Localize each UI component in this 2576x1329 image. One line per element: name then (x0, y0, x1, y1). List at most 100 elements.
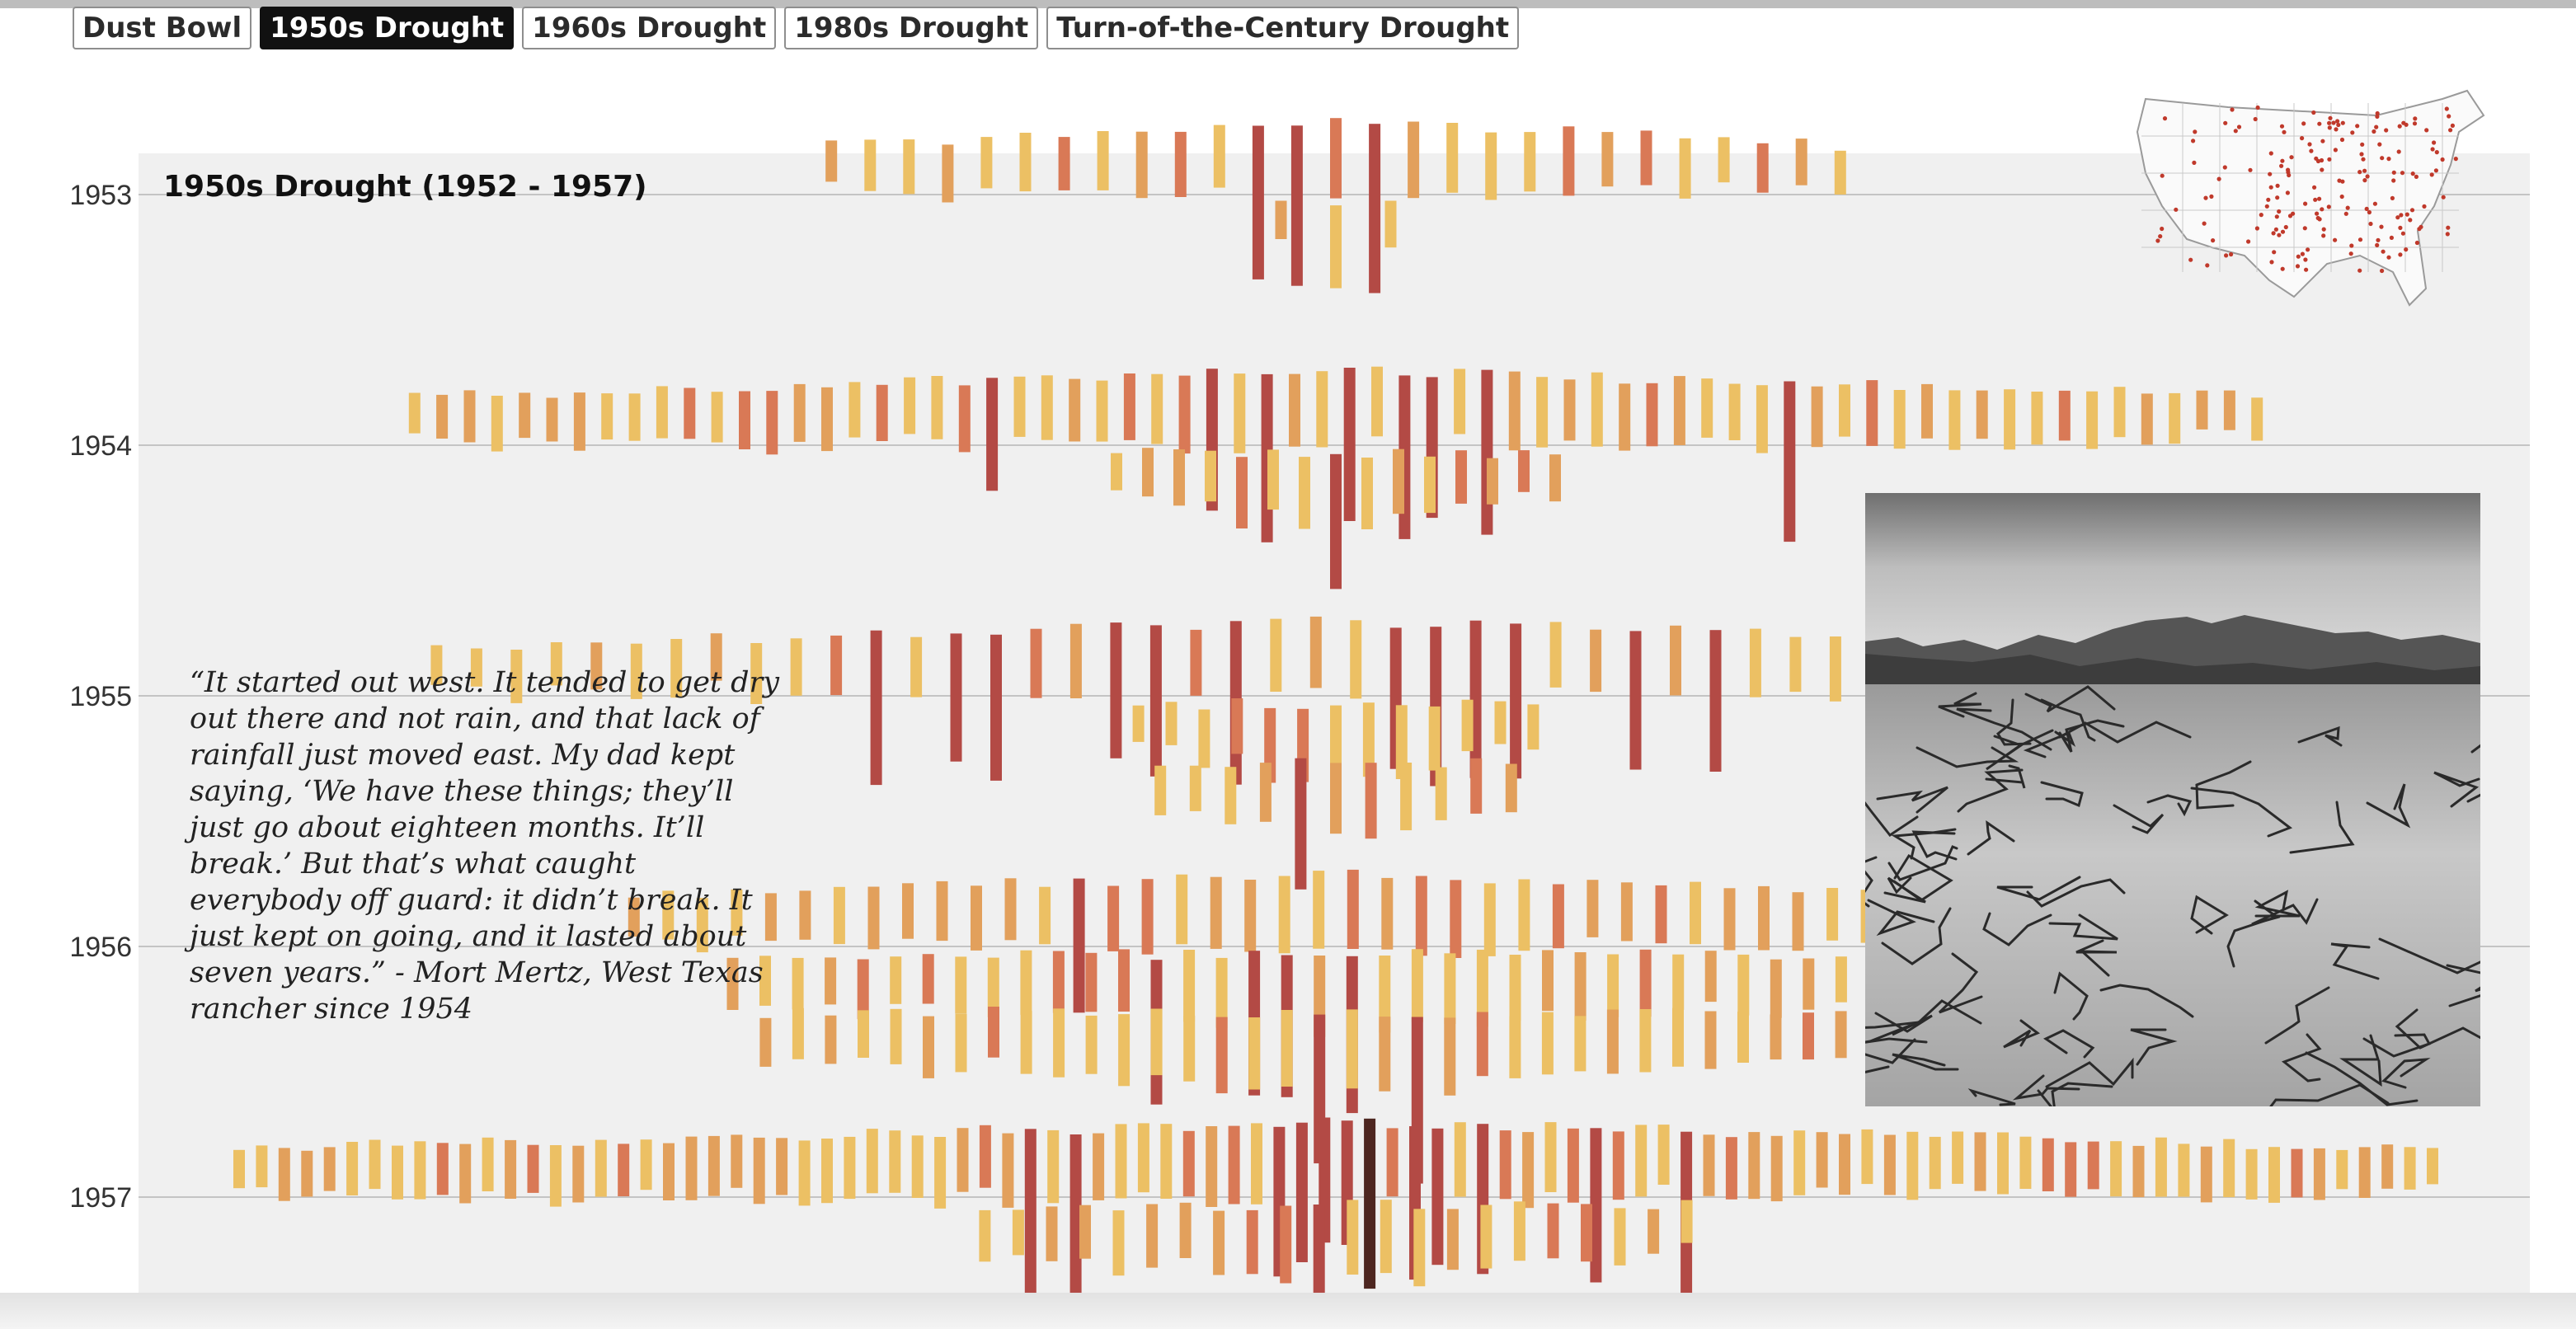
drought-bar[interactable] (867, 886, 880, 950)
drought-bar[interactable] (1295, 1122, 1308, 1262)
drought-bar[interactable] (904, 377, 916, 434)
drought-bar[interactable] (1929, 1136, 1941, 1190)
drought-bar[interactable] (1906, 1131, 1919, 1200)
drought-bar[interactable] (753, 1137, 765, 1205)
drought-bar[interactable] (986, 378, 999, 491)
drought-bar[interactable] (1648, 1209, 1660, 1254)
drought-bar[interactable] (618, 1144, 630, 1196)
drought-bar[interactable] (2381, 1144, 2394, 1189)
drought-bar[interactable] (890, 956, 902, 1004)
drought-bar[interactable] (1883, 1134, 1896, 1195)
drought-bar[interactable] (1069, 378, 1081, 442)
drought-bar[interactable] (1606, 1009, 1619, 1074)
drought-bar[interactable] (430, 645, 443, 685)
drought-bar[interactable] (1020, 1011, 1032, 1074)
drought-bar[interactable] (759, 956, 771, 1006)
drought-bar[interactable] (1085, 952, 1098, 1012)
drought-bar[interactable] (1039, 886, 1051, 945)
drought-bar[interactable] (1002, 1133, 1014, 1208)
drought-bar[interactable] (1179, 1202, 1192, 1258)
drought-bar[interactable] (1591, 372, 1603, 447)
drought-bar[interactable] (1590, 1128, 1602, 1283)
drought-bar[interactable] (950, 633, 962, 762)
drought-bar[interactable] (955, 1013, 967, 1073)
drought-bar[interactable] (1629, 631, 1642, 770)
drought-bar[interactable] (1893, 390, 1906, 449)
drought-bar[interactable] (798, 1140, 811, 1206)
drought-bar[interactable] (1811, 386, 1823, 448)
drought-bar[interactable] (1289, 373, 1300, 447)
drought-bar[interactable] (1829, 636, 1841, 702)
drought-bar[interactable] (1834, 150, 1846, 195)
drought-bar[interactable] (1189, 765, 1201, 811)
drought-bar[interactable] (1835, 1011, 1847, 1059)
drought-bar[interactable] (1160, 1124, 1173, 1199)
drought-bar[interactable] (830, 635, 843, 696)
drought-bar[interactable] (1639, 949, 1652, 1017)
drought-bar[interactable] (1704, 1011, 1717, 1069)
drought-bar[interactable] (1041, 375, 1053, 440)
drought-bar[interactable] (1552, 884, 1564, 949)
drought-bar[interactable] (766, 391, 778, 455)
drought-bar[interactable] (848, 382, 861, 438)
drought-bar[interactable] (1703, 1134, 1715, 1196)
drought-bar[interactable] (2245, 1148, 2258, 1200)
drought-bar[interactable] (825, 140, 838, 182)
drought-bar[interactable] (1213, 1210, 1225, 1275)
drought-bar[interactable] (1581, 1204, 1592, 1262)
drought-bar[interactable] (1079, 1205, 1091, 1259)
drought-bar[interactable] (1435, 767, 1447, 820)
drought-bar[interactable] (1198, 709, 1210, 768)
drought-bar[interactable] (1369, 124, 1381, 294)
drought-bar[interactable] (1020, 950, 1032, 1015)
drought-bar[interactable] (1542, 950, 1554, 1012)
drought-bar[interactable] (2313, 1148, 2325, 1200)
drought-bar[interactable] (934, 1137, 947, 1209)
drought-bar[interactable] (1792, 892, 1804, 951)
drought-bar[interactable] (1330, 205, 1342, 289)
tab-turn-of-the-century-drought[interactable]: Turn-of-the-Century Drought (1046, 7, 1520, 49)
drought-bar[interactable] (1510, 623, 1522, 779)
drought-bar[interactable] (1509, 1016, 1521, 1078)
drought-bar[interactable] (2178, 1144, 2190, 1197)
drought-bar[interactable] (1974, 1132, 1986, 1191)
drought-bar[interactable] (233, 1149, 245, 1189)
drought-bar[interactable] (1097, 131, 1109, 190)
drought-bar[interactable] (1704, 951, 1717, 1003)
drought-bar[interactable] (1718, 137, 1730, 183)
drought-bar[interactable] (1058, 137, 1070, 190)
drought-bar[interactable] (1347, 869, 1359, 949)
drought-bar[interactable] (1921, 383, 1933, 439)
drought-bar[interactable] (1215, 957, 1228, 1028)
drought-bar[interactable] (1112, 1210, 1125, 1276)
drought-bar[interactable] (1236, 457, 1248, 528)
drought-bar[interactable] (546, 397, 558, 442)
drought-bar[interactable] (1455, 450, 1467, 504)
drought-bar[interactable] (2268, 1147, 2280, 1203)
drought-bar[interactable] (1151, 373, 1163, 444)
drought-bar[interactable] (1231, 698, 1243, 754)
drought-bar[interactable] (710, 633, 722, 681)
drought-bar[interactable] (1803, 958, 1815, 1010)
drought-bar[interactable] (1330, 453, 1342, 589)
drought-bar[interactable] (1518, 879, 1530, 951)
drought-bar[interactable] (902, 883, 914, 939)
drought-bar[interactable] (923, 1016, 934, 1078)
drought-bar[interactable] (942, 144, 954, 203)
drought-bar[interactable] (590, 642, 603, 690)
drought-bar[interactable] (1646, 383, 1658, 447)
drought-bar[interactable] (2042, 1138, 2054, 1191)
drought-bar[interactable] (1469, 620, 1482, 778)
drought-bar[interactable] (1073, 878, 1085, 1013)
drought-bar[interactable] (2113, 387, 2126, 438)
drought-bar[interactable] (1450, 880, 1462, 958)
drought-bar[interactable] (2223, 390, 2235, 430)
drought-bar[interactable] (1182, 1130, 1195, 1197)
drought-bar[interactable] (739, 391, 750, 450)
drought-bar[interactable] (1259, 763, 1272, 822)
drought-bar[interactable] (2019, 1136, 2032, 1189)
drought-bar[interactable] (1046, 1206, 1058, 1261)
drought-bar[interactable] (759, 1017, 772, 1067)
drought-bar[interactable] (1309, 616, 1322, 688)
drought-bar[interactable] (1816, 1132, 1828, 1188)
